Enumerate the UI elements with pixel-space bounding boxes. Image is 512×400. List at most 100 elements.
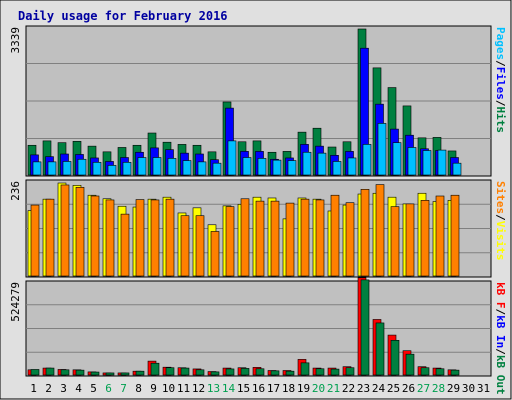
bar-kb-out-day-15 (240, 368, 250, 376)
x-tick-label: 4 (75, 382, 82, 395)
bar-pages-day-4 (77, 158, 87, 176)
panel-kbytes-legend: kB F/kB In/kB Out (494, 282, 507, 395)
bar-kb-out-day-5 (90, 371, 100, 376)
bar-pages-day-10 (167, 158, 177, 176)
series-pages (32, 123, 462, 176)
bar-sites-day-7 (120, 213, 130, 277)
x-tick-label: 13 (207, 382, 220, 395)
bar-pages-day-8 (137, 157, 147, 176)
bar-kb-out-day-17 (270, 370, 280, 376)
legend-separator: / (494, 348, 507, 355)
series-sites (30, 184, 460, 277)
bar-kb-out-day-27 (420, 367, 430, 376)
series-kb-out (30, 279, 460, 376)
bar-pages-day-11 (182, 160, 192, 176)
bar-pages-day-16 (257, 158, 267, 176)
bar-pages-day-13 (212, 162, 222, 176)
x-tick-label: 28 (432, 382, 445, 395)
bar-pages-day-2 (47, 161, 57, 176)
bar-sites-day-19 (300, 198, 310, 277)
bar-kb-out-day-20 (315, 368, 325, 376)
bar-kb-out-day-2 (45, 367, 55, 376)
bar-pages-day-6 (107, 165, 117, 176)
chart-title: Daily usage for February 2016 (18, 9, 228, 23)
x-tick-label: 18 (282, 382, 295, 395)
legend-separator: / (494, 60, 507, 67)
bar-sites-day-25 (390, 206, 400, 277)
bar-kb-out-day-25 (390, 339, 400, 376)
x-tick-label: 5 (90, 382, 97, 395)
x-tick-label: 8 (135, 382, 142, 395)
bar-sites-day-10 (165, 198, 175, 277)
bar-sites-day-18 (285, 202, 295, 277)
bar-pages-day-19 (302, 151, 312, 176)
x-axis-ticks: 1 2 3 4 5 6 7 8 9 10 11 12 13 14 15 16 17 18 19 20 21 22 23 24 2… (30, 382, 490, 395)
panel-kbytes: 5 2 4 27 9 kB F/kB In/kB Out (9, 277, 507, 395)
bar-sites-day-11 (180, 215, 190, 277)
bar-sites-day-17 (270, 200, 280, 277)
bar-pages-day-1 (32, 161, 42, 176)
bar-kb-out-day-11 (180, 367, 190, 376)
x-tick-label: 26 (402, 382, 415, 395)
x-tick-label: 10 (162, 382, 175, 395)
bar-kb-out-day-7 (120, 372, 130, 376)
bar-pages-day-20 (317, 152, 327, 176)
bar-sites-day-8 (135, 199, 145, 277)
bar-kb-out-day-8 (135, 370, 145, 376)
x-tick-label: 9 (150, 382, 157, 395)
bar-pages-day-17 (272, 159, 282, 176)
bar-sites-day-13 (210, 231, 220, 277)
bar-sites-day-20 (315, 199, 325, 277)
bar-pages-day-14 (227, 140, 237, 176)
bar-kb-out-day-6 (105, 372, 115, 376)
legend-entry-hits: Hits (494, 107, 507, 134)
bar-kb-out-day-28 (435, 368, 445, 376)
x-tick-label: 3 (60, 382, 67, 395)
legend-separator: / (494, 214, 507, 221)
bar-sites-day-16 (255, 200, 265, 277)
legend-entry-sites: Sites (494, 181, 507, 214)
bar-pages-day-28 (437, 149, 447, 176)
legend-entry-pages: Pages (494, 27, 507, 60)
bar-pages-day-5 (92, 162, 102, 176)
bar-kb-out-day-10 (165, 367, 175, 376)
x-tick-label: 23 (357, 382, 370, 395)
bar-pages-day-26 (407, 147, 417, 176)
x-tick-label: 12 (192, 382, 205, 395)
bar-sites-day-6 (105, 199, 115, 277)
bar-sites-day-28 (435, 195, 445, 277)
bar-sites-day-3 (60, 184, 70, 277)
bar-kb-out-day-14 (225, 368, 235, 376)
panel-hits: 3339 Pages/Files/Hits (9, 25, 507, 177)
bar-pages-day-15 (242, 157, 252, 176)
bar-pages-day-21 (332, 161, 342, 176)
x-tick-label: 27 (417, 382, 430, 395)
bar-pages-day-7 (122, 162, 132, 176)
bar-pages-day-29 (452, 162, 462, 176)
x-tick-label: 17 (267, 382, 280, 395)
bar-kb-out-day-26 (405, 353, 415, 376)
bar-sites-day-2 (45, 198, 55, 277)
bar-pages-day-25 (392, 142, 402, 176)
bar-sites-day-22 (345, 202, 355, 277)
legend-entry-kb-out: kB Out (494, 355, 507, 395)
bar-sites-day-12 (195, 215, 205, 277)
bar-sites-day-23 (360, 189, 370, 277)
x-tick-label: 25 (387, 382, 400, 395)
x-tick-label: 6 (105, 382, 112, 395)
x-tick-label: 2 (45, 382, 52, 395)
bar-pages-day-27 (422, 150, 432, 176)
bar-sites-day-29 (450, 194, 460, 277)
legend-separator: / (494, 100, 507, 107)
panel-visits-ymax-label: 236 (9, 181, 22, 201)
panel-hits-ymax-label: 3339 (9, 27, 22, 54)
bar-sites-day-27 (420, 200, 430, 277)
bar-kb-out-day-23 (360, 279, 370, 376)
bar-kb-out-day-9 (150, 362, 160, 376)
bar-sites-day-26 (405, 203, 415, 277)
bar-pages-day-12 (197, 161, 207, 176)
bar-kb-out-day-24 (375, 322, 385, 376)
bar-kb-out-day-19 (300, 362, 310, 376)
bar-pages-day-18 (287, 160, 297, 176)
